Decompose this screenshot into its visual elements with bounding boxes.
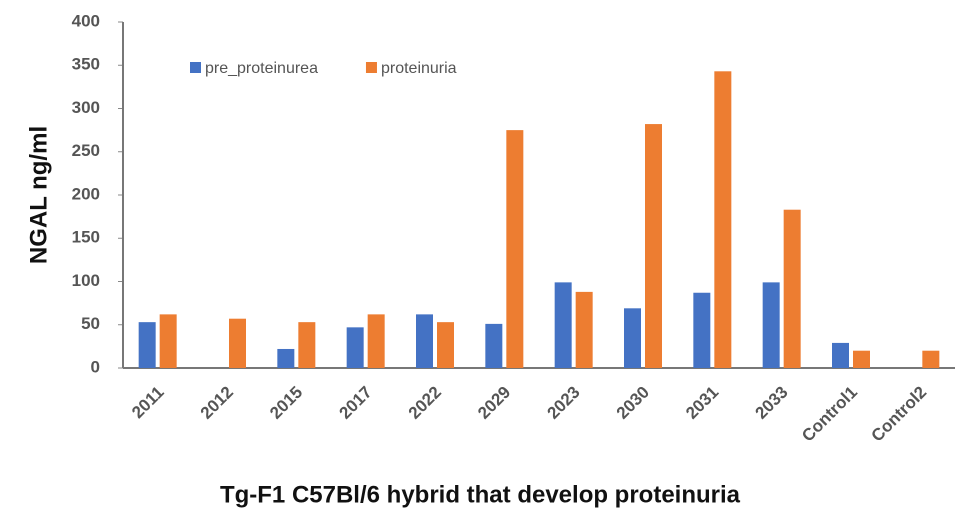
- x-tick-label: 2022: [405, 383, 445, 423]
- bar: [693, 292, 711, 368]
- bar: [159, 314, 177, 368]
- legend-label: proteinuria: [381, 60, 457, 77]
- x-tick-label: 2031: [682, 383, 722, 423]
- legend-swatch: [365, 62, 377, 73]
- y-tick-label: 50: [81, 314, 100, 333]
- x-tick-label: Control1: [798, 383, 861, 446]
- bar: [485, 323, 503, 368]
- bar: [138, 322, 156, 368]
- bar: [506, 130, 524, 368]
- x-tick-label: Control2: [867, 383, 930, 446]
- bar: [853, 350, 870, 368]
- legend-swatch: [190, 62, 201, 73]
- x-axis-title: Tg-F1 C57Bl/6 hybrid that develop protei…: [220, 481, 741, 508]
- y-tick-label: 250: [72, 141, 100, 160]
- y-tick-label: 200: [72, 184, 100, 203]
- x-tick-label: 2017: [335, 383, 375, 423]
- bar: [229, 318, 246, 368]
- bar: [437, 322, 454, 368]
- y-tick-label: 100: [72, 271, 100, 290]
- bar: [832, 342, 849, 368]
- y-tick-label: 400: [72, 11, 100, 30]
- bar: [346, 327, 364, 368]
- y-tick-label: 350: [72, 55, 100, 74]
- bar: [367, 314, 385, 368]
- x-tick-label: 2023: [543, 383, 583, 423]
- x-tick-label: 2033: [751, 383, 791, 423]
- bar: [416, 314, 433, 368]
- x-tick-label: 2015: [266, 383, 306, 423]
- y-tick-label: 150: [72, 228, 100, 247]
- y-tick-label: 300: [72, 98, 100, 117]
- x-tick-label: 2011: [128, 383, 168, 423]
- bar: [922, 350, 940, 368]
- x-tick-label: 2029: [474, 383, 514, 423]
- y-tick-label: 0: [91, 357, 100, 376]
- x-tick-label: 2012: [197, 383, 237, 423]
- bar: [554, 282, 572, 368]
- bar: [645, 124, 662, 368]
- bar: [783, 209, 801, 368]
- x-tick-label: 2030: [613, 383, 653, 423]
- bar: [714, 71, 732, 369]
- bar: [575, 291, 593, 368]
- bar: [298, 322, 316, 368]
- bar: [624, 308, 641, 368]
- legend-label: pre_proteinurea: [205, 60, 318, 77]
- bar: [277, 348, 295, 368]
- y-axis-title: NGAL ng/ml: [25, 126, 52, 264]
- bar: [762, 282, 780, 368]
